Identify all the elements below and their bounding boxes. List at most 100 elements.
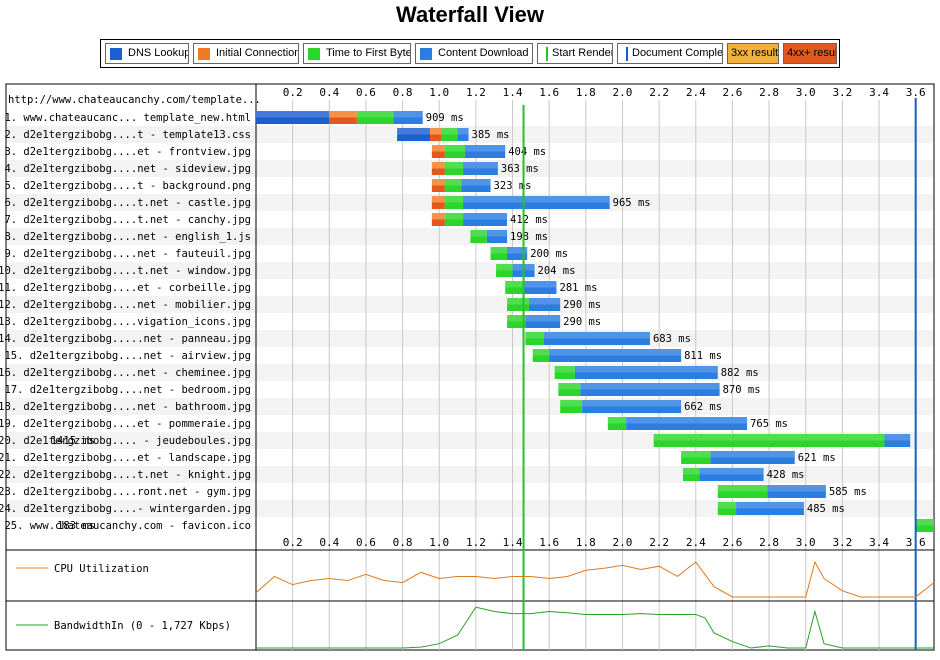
request-duration: 765 ms — [750, 418, 788, 430]
bar-download-highlight — [549, 349, 682, 356]
legend-item-start-render: Start Render — [537, 43, 613, 64]
bar-download — [463, 196, 610, 209]
bar-connect-highlight — [329, 111, 357, 118]
bar-ttfb-highlight — [444, 196, 464, 203]
bar-ttfb — [505, 281, 524, 294]
bar-download-highlight — [699, 468, 764, 475]
request-duration: 909 ms — [426, 112, 464, 124]
tick-label-bottom: 1.4 — [503, 536, 523, 549]
tick-label-top: 3.6 — [906, 86, 926, 99]
bar-ttfb — [441, 128, 458, 141]
tick-label-top: 0.6 — [356, 86, 376, 99]
page-url-label: http://www.chateaucanchy.com/template... — [8, 94, 261, 106]
bar-ttfb — [356, 111, 394, 124]
bar-ttfb — [444, 145, 465, 158]
legend-swatch — [110, 48, 122, 60]
tick-label-top: 1.6 — [539, 86, 559, 99]
bar-ttfb-highlight — [558, 383, 581, 390]
tick-label-top: 0.4 — [319, 86, 339, 99]
request-duration: 870 ms — [723, 384, 761, 396]
bar-connect-lower — [431, 168, 445, 175]
row-stripe — [7, 296, 933, 313]
request-duration: 198 ms — [510, 231, 548, 243]
tick-label-bottom: 2.8 — [759, 536, 779, 549]
bar-ttfb-highlight — [356, 111, 394, 118]
bar-ttfb-highlight — [505, 281, 524, 288]
bar-ttfb-highlight — [532, 349, 550, 356]
bar-download — [464, 145, 506, 158]
request-duration: 683 ms — [653, 333, 691, 345]
request-duration: 621 ms — [798, 452, 836, 464]
legend-swatch — [546, 47, 548, 61]
bar-ttfb — [490, 247, 508, 260]
request-duration: 585 ms — [829, 486, 867, 498]
bar-ttfb-highlight — [717, 485, 768, 492]
row-stripe — [7, 262, 933, 279]
bar-ttfb — [444, 179, 462, 192]
legend-item-time-to-first-byte: Time to First Byte — [303, 43, 411, 64]
bar-connect-lower — [431, 219, 445, 226]
legend-label: Start Render — [552, 47, 613, 59]
bar-ttfb — [558, 383, 581, 396]
bar-download — [523, 281, 557, 294]
row-stripe — [7, 398, 933, 415]
bar-dns — [256, 111, 330, 124]
request-label: 1. www.chateaucanc... template_new.html — [4, 112, 251, 124]
bar-ttfb — [717, 485, 768, 498]
legend-item-dns-lookup: DNS Lookup — [105, 43, 189, 64]
bar-download-highlight — [463, 213, 508, 220]
bar-download — [580, 383, 720, 396]
request-label: 15. d2e1tergzibobg....net - airview.jpg — [4, 350, 251, 362]
bar-download — [699, 468, 764, 481]
bar-ttfb — [681, 451, 711, 464]
tick-label-top: 2.6 — [722, 86, 742, 99]
cpu-utilization-label: CPU Utilization — [54, 563, 149, 575]
bar-dns — [397, 128, 431, 141]
bar-download — [767, 485, 826, 498]
tick-label-top: 2.2 — [649, 86, 669, 99]
bar-connect-highlight — [431, 145, 445, 152]
bar-ttfb — [496, 264, 513, 277]
bar-download — [543, 332, 650, 345]
bar-connect-lower — [431, 185, 445, 192]
bar-download-highlight — [626, 417, 748, 424]
bar-ttfb-highlight — [717, 502, 737, 509]
legend-label: Initial Connection — [216, 47, 299, 59]
row-stripe — [7, 126, 933, 143]
request-label: 20. d2e1tergzibobg.... - jeudeboules.jpg — [0, 435, 251, 447]
bar-ttfb-highlight — [470, 230, 487, 237]
bar-ttfb — [717, 502, 737, 515]
request-label: 6. d2e1tergzibobg....t.net - castle.jpg — [4, 197, 251, 209]
request-duration: 811 ms — [684, 350, 722, 362]
tick-label-top: 1.8 — [576, 86, 596, 99]
bar-download-highlight — [767, 485, 826, 492]
bar-download — [525, 315, 561, 328]
bar-download-highlight — [529, 298, 561, 305]
request-duration: 200 ms — [530, 248, 568, 260]
request-label: 10. d2e1tergzibobg....t.net - window.jpg — [0, 265, 251, 277]
bar-download-highlight — [710, 451, 795, 458]
bar-ttfb — [444, 196, 464, 209]
bar-ttfb — [444, 213, 464, 226]
request-duration: 183 ms — [57, 520, 95, 532]
tick-label-bottom: 2.0 — [613, 536, 633, 549]
request-duration: 662 ms — [684, 401, 722, 413]
bar-connect-highlight — [431, 179, 445, 186]
request-duration: 290 ms — [563, 299, 601, 311]
bar-download-highlight — [580, 383, 720, 390]
bar-download-highlight — [486, 230, 508, 237]
bar-download — [626, 417, 748, 430]
bar-download — [884, 434, 911, 447]
bar-ttfb — [525, 332, 544, 345]
tick-label-top: 3.2 — [832, 86, 852, 99]
legend-swatch — [308, 48, 320, 60]
bar-ttfb-highlight — [915, 519, 934, 526]
bar-ttfb — [444, 162, 464, 175]
legend-label: Time to First Byte — [326, 47, 411, 59]
tick-label-bottom: 0.4 — [319, 536, 339, 549]
tick-label-bottom: 0.2 — [283, 536, 303, 549]
bar-download — [582, 400, 682, 413]
request-duration: 281 ms — [560, 282, 598, 294]
bar-download — [393, 111, 423, 124]
legend-label: Content Download — [438, 47, 529, 59]
